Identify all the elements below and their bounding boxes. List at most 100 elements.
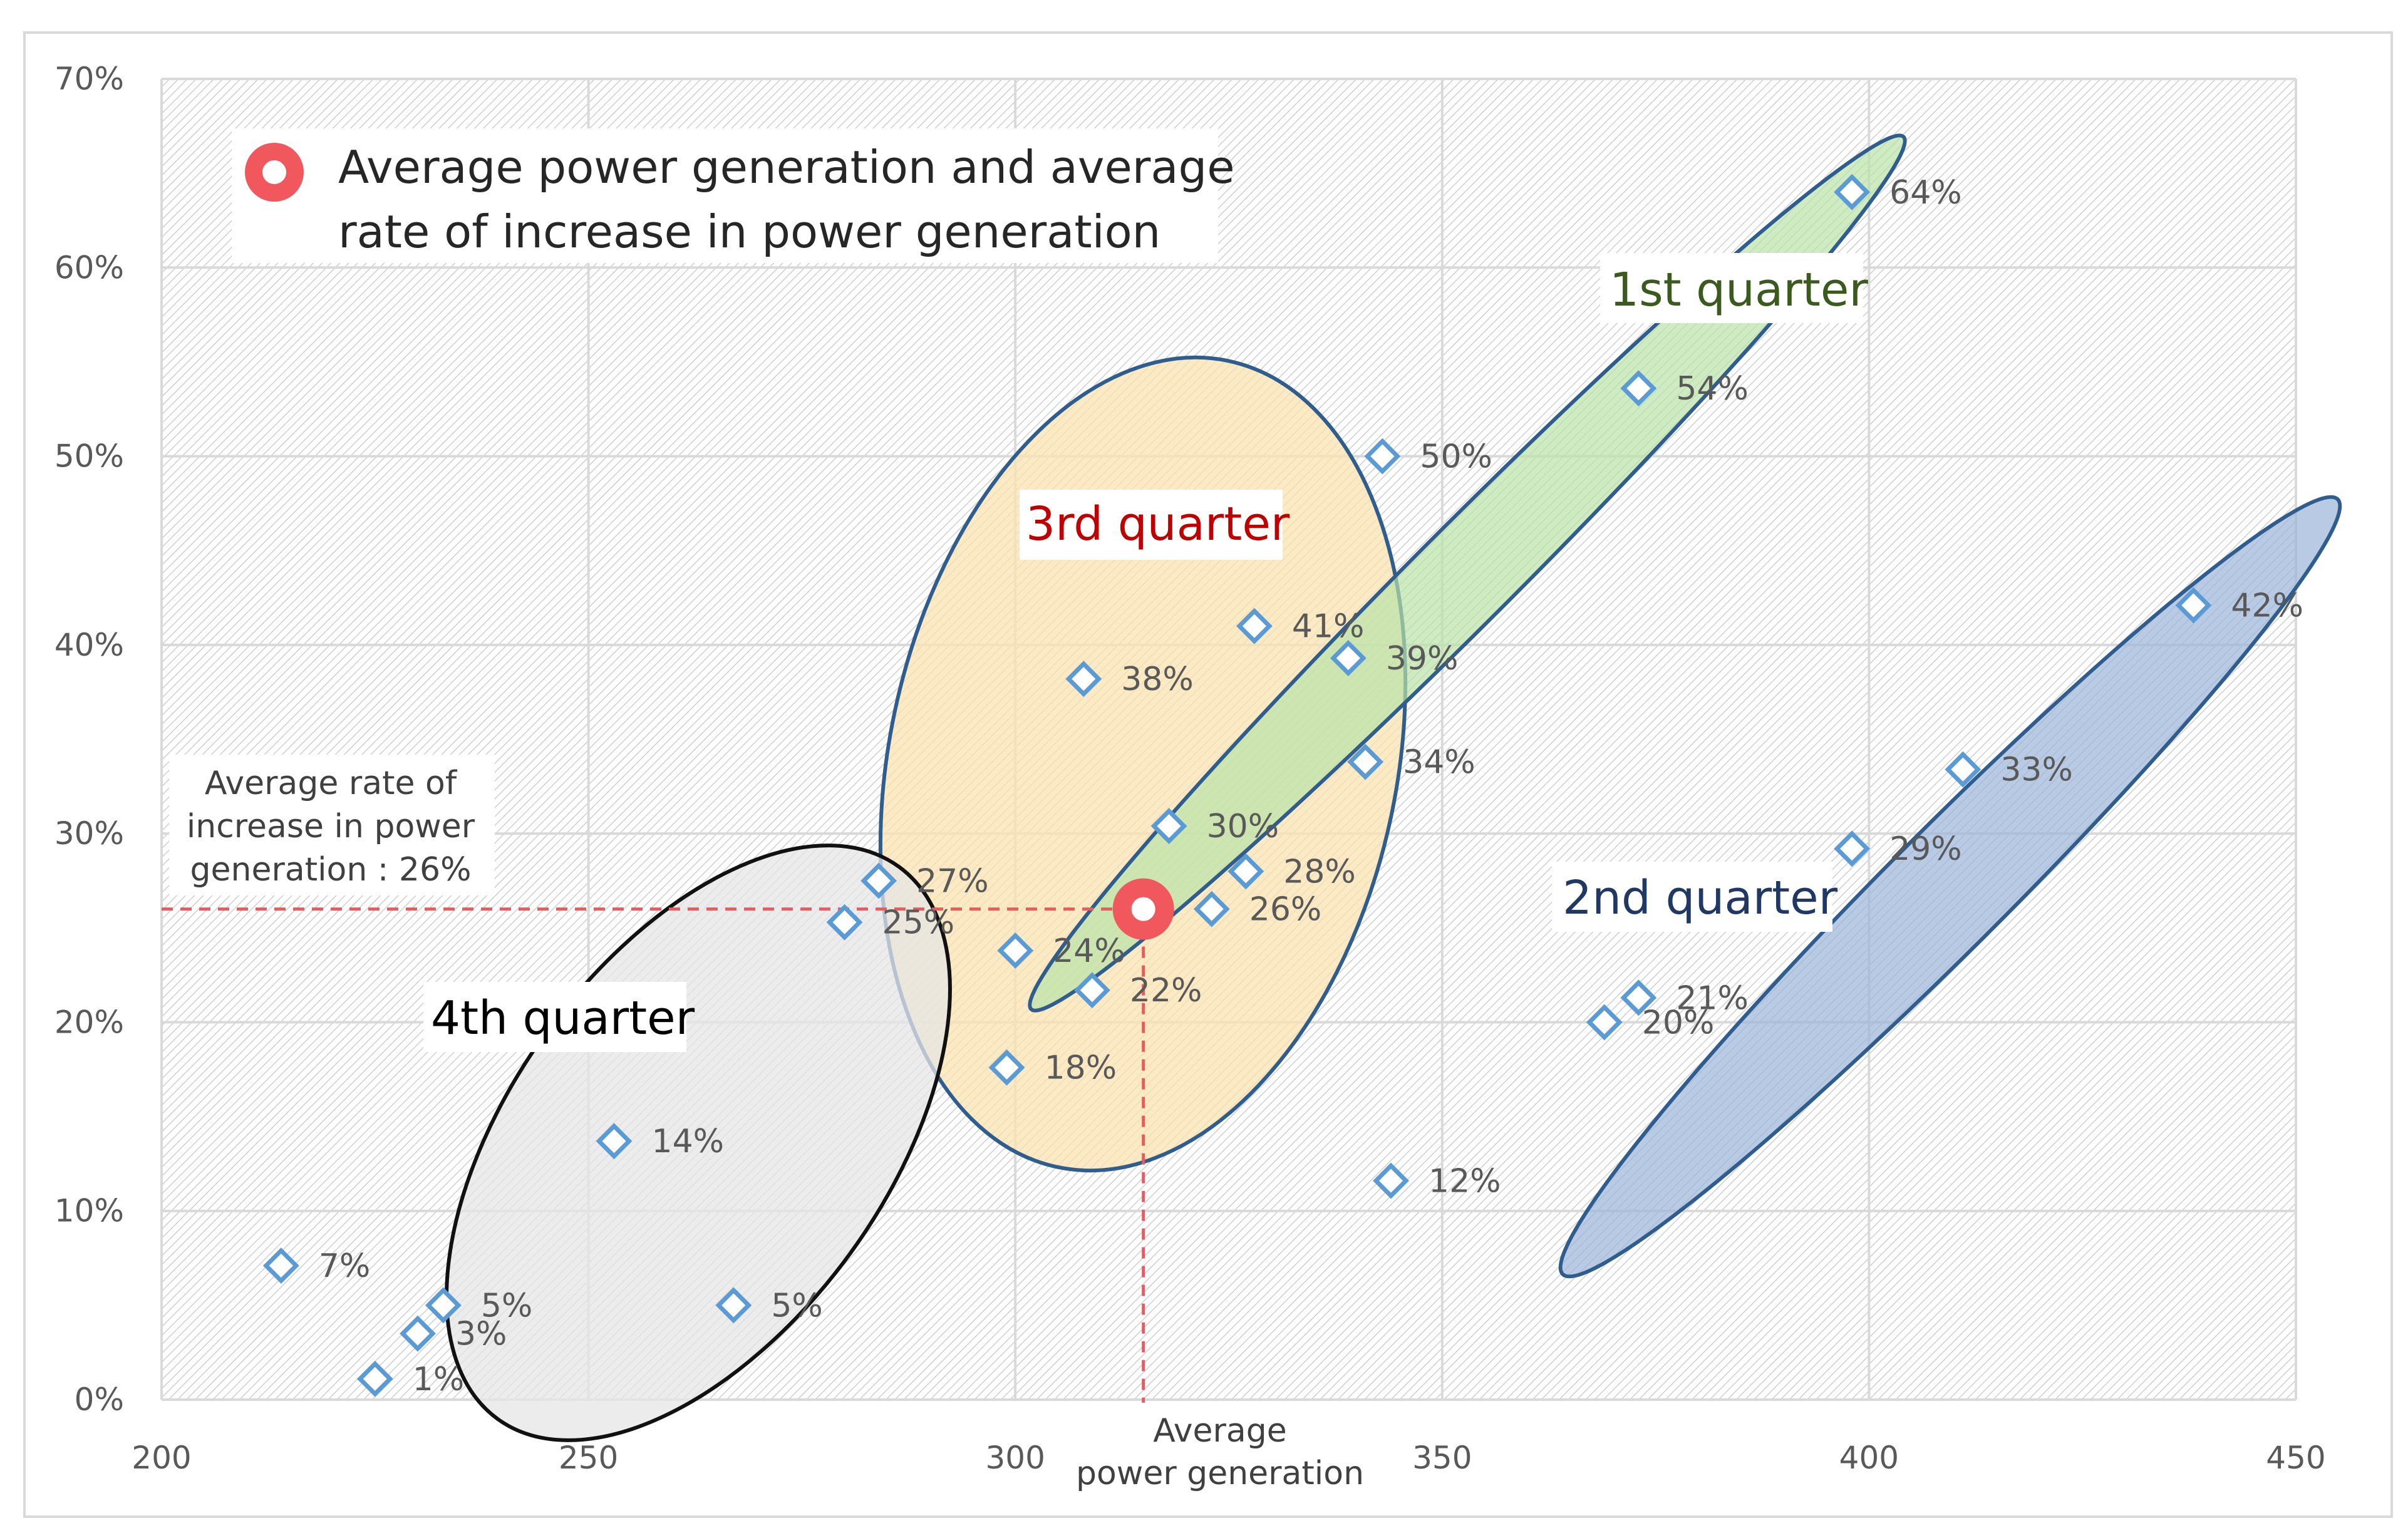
data-label: 54% bbox=[1676, 370, 1749, 408]
avg-rate-annotation-line-2: increase in power bbox=[187, 808, 475, 845]
x-tick-label: 250 bbox=[559, 1440, 618, 1476]
data-point bbox=[1347, 743, 1384, 780]
label-box-1st-quarter bbox=[1600, 253, 1863, 323]
data-point bbox=[860, 862, 897, 899]
data-point bbox=[1364, 438, 1401, 475]
average-marker bbox=[1112, 878, 1174, 940]
data-point bbox=[1620, 979, 1657, 1016]
data-point bbox=[425, 1287, 462, 1324]
data-points: 64% 54% 50% 42% 41% 39% 38% 34% 33% 30% 29% 28% 27% 2… bbox=[262, 173, 2303, 1398]
y-tick-label: 70% bbox=[54, 61, 124, 97]
x-tick-label: 450 bbox=[2266, 1440, 2325, 1476]
group-labels: 1st quarter 2nd quarter 3rd quarter 4th … bbox=[423, 253, 1868, 1052]
label-box-4th-quarter bbox=[423, 982, 686, 1052]
data-label: 27% bbox=[916, 862, 989, 900]
data-point bbox=[2175, 587, 2212, 624]
data-point bbox=[1150, 808, 1187, 845]
data-point bbox=[262, 1247, 299, 1284]
avg-rate-annotation-line-1: Average rate of bbox=[205, 765, 458, 802]
data-label: 26% bbox=[1249, 891, 1322, 929]
data-point bbox=[1193, 890, 1230, 927]
x-tick-label: 350 bbox=[1412, 1440, 1472, 1476]
data-label: 21% bbox=[1676, 979, 1749, 1017]
average-point bbox=[1112, 878, 1174, 940]
y-tick-label: 60% bbox=[54, 249, 124, 286]
y-tick-label: 50% bbox=[54, 438, 124, 475]
x-tick-label: 300 bbox=[985, 1440, 1045, 1476]
data-label: 39% bbox=[1386, 640, 1459, 678]
group-label-3rd-quarter: 3rd quarter bbox=[1026, 497, 1290, 551]
data-label: 33% bbox=[2000, 751, 2073, 789]
data-label: 18% bbox=[1045, 1050, 1117, 1087]
data-label: 1% bbox=[413, 1361, 465, 1398]
data-point bbox=[1620, 370, 1657, 407]
group-label-4th-quarter: 4th quarter bbox=[431, 991, 695, 1045]
data-label: 28% bbox=[1283, 853, 1356, 890]
ellipse-2nd-quarter bbox=[1558, 495, 2342, 1279]
data-label: 34% bbox=[1403, 744, 1475, 782]
data-label: 24% bbox=[1053, 932, 1125, 970]
legend-box bbox=[232, 128, 1218, 263]
avg-gen-annotation-line-1: Average bbox=[1153, 1412, 1287, 1450]
data-label: 7% bbox=[319, 1247, 371, 1285]
label-box-2nd-quarter bbox=[1552, 862, 1832, 932]
data-label: 5% bbox=[481, 1287, 533, 1324]
data-point bbox=[1834, 830, 1871, 867]
data-point bbox=[715, 1287, 752, 1324]
data-point bbox=[1073, 972, 1110, 1009]
y-tick-label: 30% bbox=[54, 815, 124, 852]
x-tick-label: 200 bbox=[132, 1440, 191, 1476]
y-tick-label: 0% bbox=[75, 1381, 124, 1418]
legend-text-line-1: Average power generation and average bbox=[338, 141, 1235, 194]
data-point bbox=[988, 1049, 1025, 1086]
data-point bbox=[1945, 751, 1982, 788]
y-tick-label: 10% bbox=[54, 1193, 124, 1229]
data-point bbox=[1227, 853, 1264, 890]
data-point bbox=[1236, 607, 1273, 644]
data-point bbox=[997, 932, 1034, 969]
data-point bbox=[1373, 1162, 1409, 1199]
group-label-2nd-quarter: 2nd quarter bbox=[1563, 871, 1838, 925]
y-axis-ticks: 0% 10% 20% 30% 40% 50% 60% 70% bbox=[54, 61, 124, 1418]
avg-rate-annotation-line-3: generation : 26% bbox=[190, 851, 472, 889]
avg-gen-annotation-box bbox=[1058, 1403, 1372, 1497]
group-label-1st-quarter: 1st quarter bbox=[1610, 263, 1868, 317]
data-label: 41% bbox=[1292, 608, 1365, 646]
avg-rate-annotation-box bbox=[169, 755, 495, 896]
data-label: 42% bbox=[2231, 587, 2303, 625]
data-label: 22% bbox=[1130, 972, 1202, 1009]
average-reference-lines bbox=[162, 907, 1145, 1428]
data-point bbox=[400, 1315, 436, 1352]
x-tick-label: 400 bbox=[1839, 1440, 1899, 1476]
data-point bbox=[1586, 1004, 1623, 1041]
data-point bbox=[1834, 173, 1871, 210]
data-label: 30% bbox=[1207, 808, 1279, 845]
x-axis-ticks: 200 250 300 350 400 450 bbox=[132, 1440, 2325, 1476]
data-point bbox=[826, 904, 863, 941]
avg-rate-annotation: Average rate of increase in power genera… bbox=[169, 755, 495, 896]
legend-text-line-2: rate of increase in power generation bbox=[338, 205, 1160, 258]
data-label: 20% bbox=[1642, 1004, 1715, 1041]
data-label: 12% bbox=[1429, 1163, 1501, 1200]
data-label: 38% bbox=[1121, 661, 1194, 698]
data-label: 25% bbox=[882, 904, 955, 942]
data-label: 5% bbox=[771, 1287, 823, 1324]
data-point bbox=[1065, 661, 1102, 698]
label-box-3rd-quarter bbox=[1020, 490, 1283, 560]
ellipse-3rd-quarter bbox=[878, 355, 1408, 1173]
data-point bbox=[1330, 639, 1367, 676]
data-label: 3% bbox=[455, 1316, 507, 1353]
y-tick-label: 20% bbox=[54, 1004, 124, 1040]
avg-gen-annotation-line-2: power generation bbox=[1076, 1455, 1364, 1492]
data-label: 29% bbox=[1889, 830, 1962, 868]
y-tick-label: 40% bbox=[54, 627, 124, 663]
legend: Average power generation and average rat… bbox=[232, 128, 1235, 263]
data-label: 14% bbox=[651, 1123, 724, 1160]
ellipse-1st-quarter bbox=[1028, 133, 1907, 1013]
avg-gen-annotation: Average power generation bbox=[1058, 1403, 1372, 1497]
legend-marker bbox=[245, 143, 304, 202]
data-label: 64% bbox=[1889, 174, 1962, 212]
data-point bbox=[356, 1360, 393, 1397]
data-label: 50% bbox=[1420, 438, 1492, 476]
